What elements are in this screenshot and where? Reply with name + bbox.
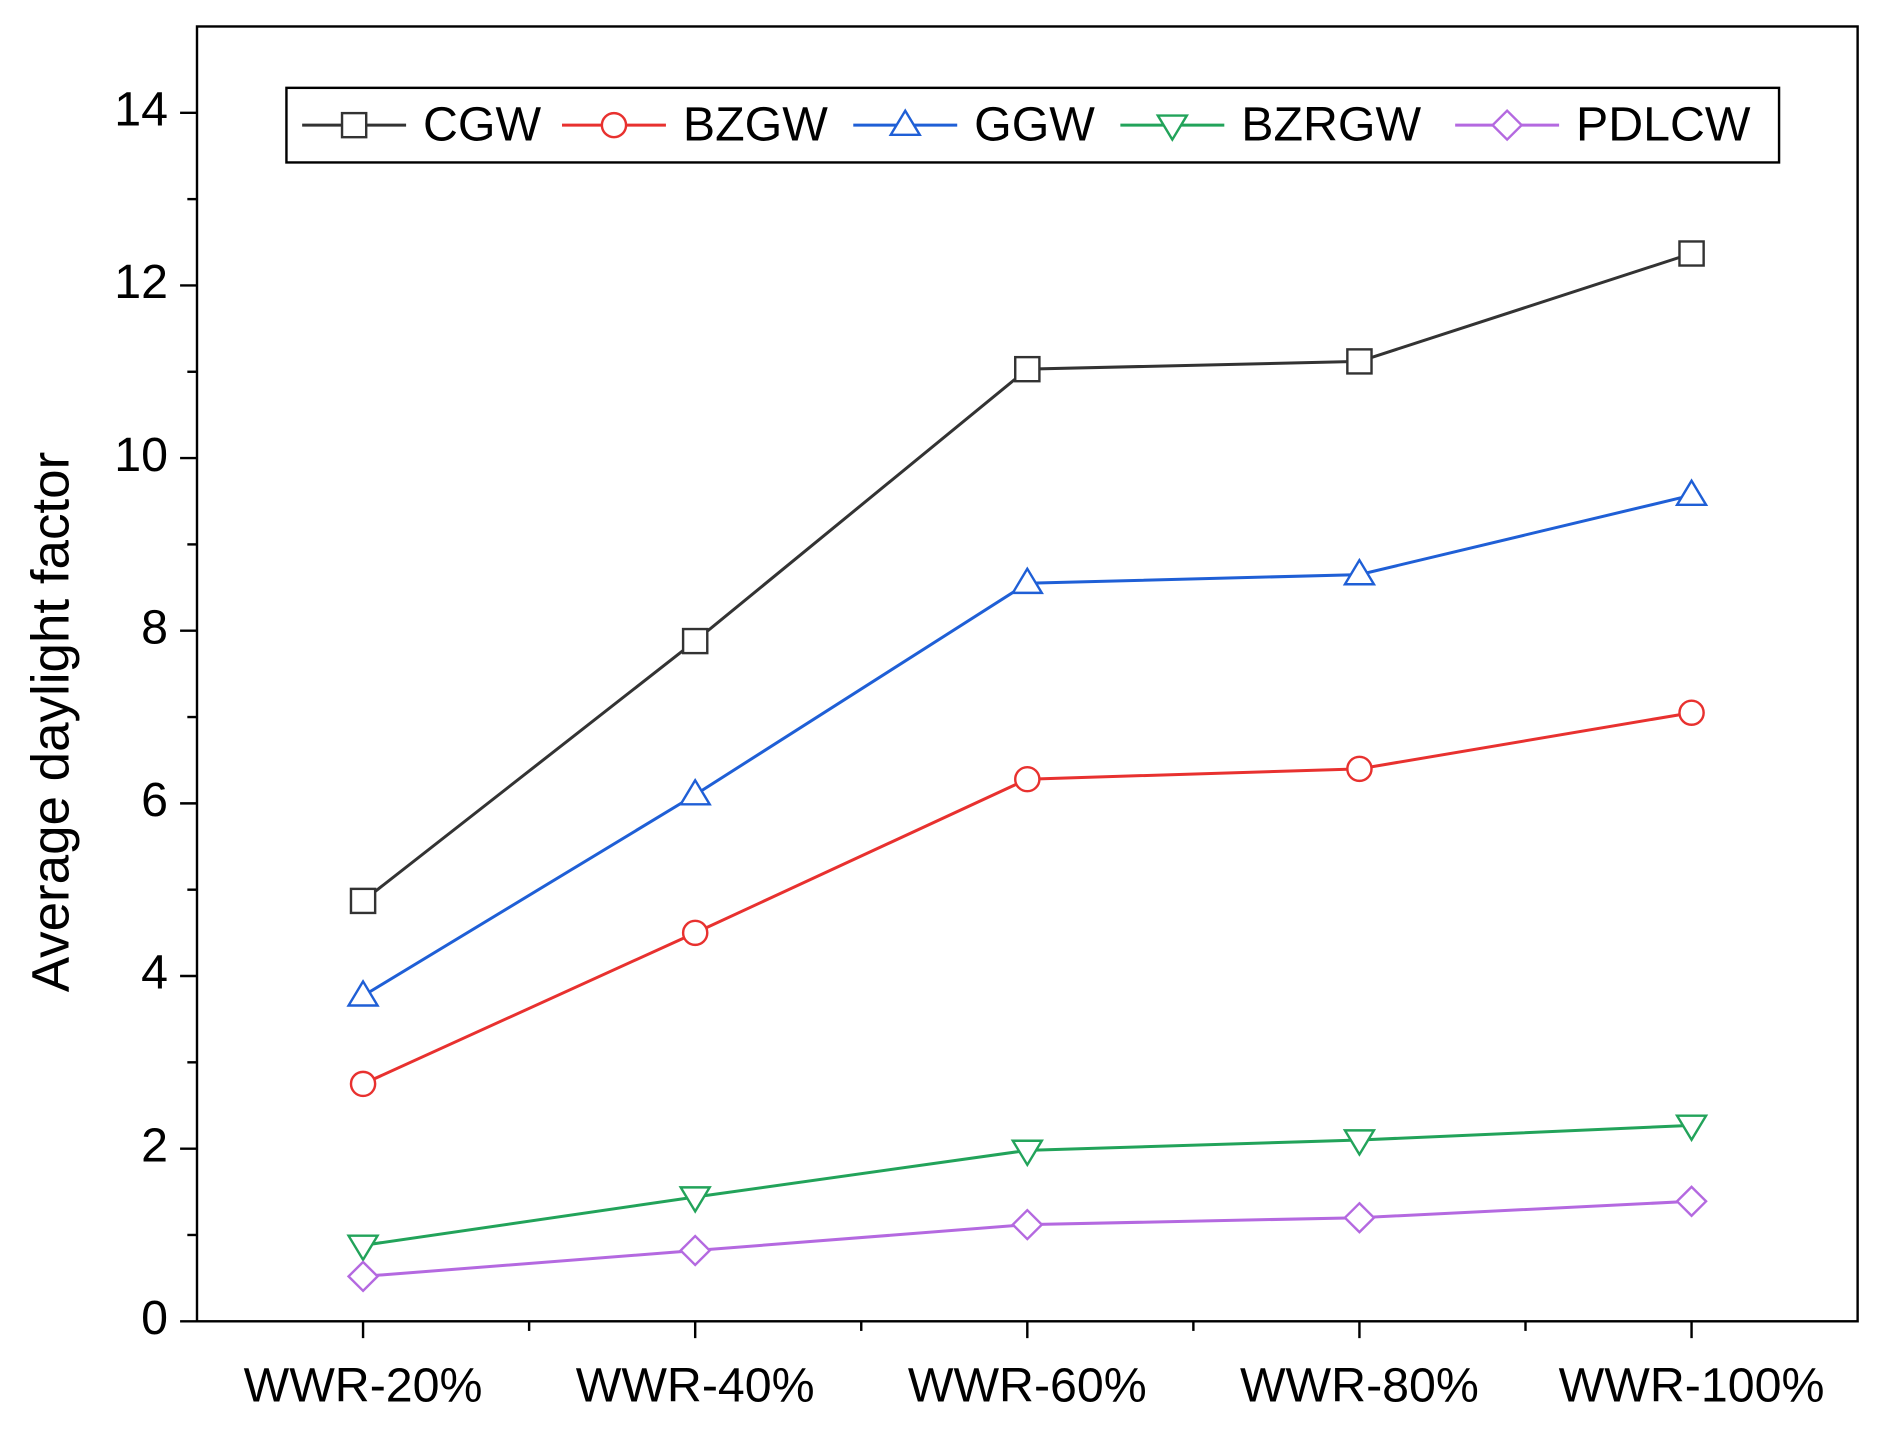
y-axis-label: Average daylight factor xyxy=(21,452,80,992)
marker xyxy=(1343,1201,1376,1234)
marker xyxy=(340,111,368,139)
marker xyxy=(1674,478,1709,507)
x-tick-label: WWR-20% xyxy=(244,1358,483,1412)
y-tick-label: 2 xyxy=(141,1118,168,1172)
x-tick-label: WWR-80% xyxy=(1240,1358,1479,1412)
marker xyxy=(681,919,709,947)
legend-label: BZGW xyxy=(683,97,828,151)
x-tick-label: WWR-40% xyxy=(576,1358,815,1412)
x-tick-label: WWR-60% xyxy=(908,1358,1147,1412)
marker xyxy=(1674,1114,1709,1143)
marker xyxy=(1014,765,1041,793)
marker xyxy=(1014,355,1041,383)
x-tick-label: WWR-100% xyxy=(1559,1358,1825,1412)
y-tick-label: 8 xyxy=(141,601,168,655)
marker xyxy=(1011,1208,1044,1241)
marker xyxy=(346,1234,380,1263)
marker xyxy=(1346,348,1373,375)
legend-label: CGW xyxy=(423,97,542,151)
marker xyxy=(678,777,712,806)
marker xyxy=(1155,114,1189,142)
marker xyxy=(1490,109,1524,142)
y-tick-label: 0 xyxy=(141,1291,168,1345)
marker xyxy=(349,887,377,915)
marker xyxy=(349,1070,377,1098)
y-tick-label: 10 xyxy=(114,428,168,482)
marker xyxy=(600,111,628,139)
legend-label: BZRGW xyxy=(1241,97,1421,151)
y-tick-label: 14 xyxy=(114,83,168,137)
marker xyxy=(346,1260,380,1293)
legend-label: PDLCW xyxy=(1576,97,1751,151)
marker xyxy=(678,1234,712,1267)
marker xyxy=(888,108,922,136)
marker xyxy=(1678,699,1705,726)
y-tick-label: 4 xyxy=(141,946,168,1000)
legend-label: GGW xyxy=(974,97,1095,151)
marker xyxy=(1342,557,1377,586)
marker xyxy=(346,979,380,1007)
marker xyxy=(1675,1185,1708,1218)
y-tick-label: 6 xyxy=(141,773,168,827)
marker xyxy=(1678,240,1705,267)
marker xyxy=(1010,1139,1044,1168)
marker xyxy=(681,627,709,655)
marker xyxy=(1342,1129,1377,1157)
marker xyxy=(678,1186,712,1214)
y-tick-label: 12 xyxy=(114,255,168,309)
marker xyxy=(1010,566,1044,595)
plot-frame xyxy=(195,25,1859,1323)
marker xyxy=(1346,755,1373,783)
